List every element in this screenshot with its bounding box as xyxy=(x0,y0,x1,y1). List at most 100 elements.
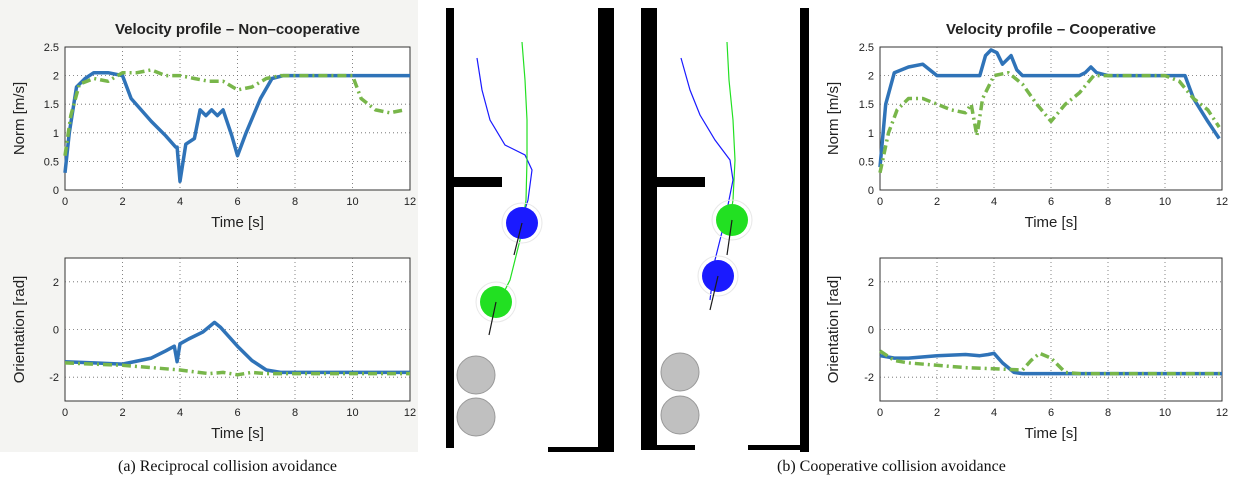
scene-b-right-wall xyxy=(800,8,809,452)
x-tick-label: 4 xyxy=(991,196,997,208)
plot-area xyxy=(879,46,1223,191)
series-line-solid xyxy=(878,48,1221,168)
scene-b-left-wall xyxy=(641,8,657,450)
x-tick-label: 2 xyxy=(934,407,940,419)
robot-heading-line xyxy=(488,301,497,336)
y-tick-label: -2 xyxy=(49,372,59,384)
x-tick-label: 2 xyxy=(934,196,940,208)
y-tick-label: 1.5 xyxy=(44,99,59,111)
x-axis-label: Time [s] xyxy=(211,214,264,231)
x-tick-label: 8 xyxy=(292,196,298,208)
x-axis-label: Time [s] xyxy=(1025,214,1078,231)
x-tick-label: 10 xyxy=(346,407,358,419)
series-line-solid xyxy=(879,351,1222,376)
y-tick-label: 1 xyxy=(53,128,59,140)
y-axis-label: Norm [m/s] xyxy=(825,82,842,155)
x-tick-label: 8 xyxy=(1105,407,1111,419)
x-tick-label: 2 xyxy=(119,196,125,208)
y-axis-label: Orientation [rad] xyxy=(11,276,28,384)
scenes-layer xyxy=(456,41,753,437)
caption-b: (b) Cooperative collision avoidance xyxy=(777,458,1006,475)
robot-heading-line xyxy=(513,222,523,256)
series-line-dashdot xyxy=(64,361,410,377)
series-line-dashdot xyxy=(63,68,405,156)
robot-trajectory xyxy=(726,41,736,221)
chart-title: Velocity profile – Cooperative xyxy=(946,21,1156,38)
robot-halo xyxy=(697,255,739,297)
x-axis-label: Time [s] xyxy=(1025,425,1078,442)
y-tick-label: 2.5 xyxy=(44,42,59,54)
robot-halo xyxy=(501,202,543,244)
x-tick-label: 0 xyxy=(62,407,68,419)
scene-a-ledge xyxy=(446,177,502,187)
y-axis-label: Norm [m/s] xyxy=(11,82,28,155)
y-axis-label: Orientation [rad] xyxy=(825,276,842,384)
y-tick-label: 2 xyxy=(868,277,874,289)
scene-a-right-wall xyxy=(598,8,614,450)
chart-left-velocity: 0 2 4 6 8 10 12 0 0.5 1 1.5 2 2.5 Velocity profile – … xyxy=(11,21,416,231)
robot-heading-line xyxy=(709,275,719,311)
chart-left-orientation: 0 2 4 6 8 10 12 -2 0 2 Time [s] Orientation [rad] xyxy=(11,257,416,442)
obstacle-disc xyxy=(660,352,700,392)
scene-a-walls xyxy=(446,8,614,452)
x-tick-label: 0 xyxy=(877,196,883,208)
x-tick-label: 6 xyxy=(1048,196,1054,208)
x-tick-label: 4 xyxy=(991,407,997,419)
obstacle-disc xyxy=(456,397,496,437)
x-tick-label: 0 xyxy=(877,407,883,419)
scene-b-bottom-wall-left xyxy=(641,445,695,450)
robot-trajectory xyxy=(476,57,533,226)
chart-title: Velocity profile – Non–cooperative xyxy=(115,21,360,38)
x-tick-label: 4 xyxy=(177,196,183,208)
scene-a-left-wall xyxy=(446,8,454,448)
scene-b-ledge xyxy=(641,177,705,187)
obstacle-disc xyxy=(660,395,700,435)
x-tick-label: 8 xyxy=(1105,196,1111,208)
robot-trajectory xyxy=(680,57,734,301)
y-tick-label: 2 xyxy=(53,71,59,83)
x-tick-label: 4 xyxy=(177,407,183,419)
scene-b-walls xyxy=(641,8,809,452)
x-tick-label: 10 xyxy=(1159,196,1171,208)
series-line-dashdot xyxy=(879,349,1222,376)
y-tick-label: 0 xyxy=(868,185,874,197)
robot-halo xyxy=(711,199,753,241)
chart-right-orientation: 0 2 4 6 8 10 12 -2 0 2 Time [s] Orientation [rad] xyxy=(825,257,1228,442)
y-tick-label: 0 xyxy=(53,325,59,337)
x-tick-label: 0 xyxy=(62,196,68,208)
scene-b xyxy=(660,41,753,435)
y-tick-label: 2 xyxy=(868,71,874,83)
x-tick-label: 12 xyxy=(404,407,416,419)
x-tick-label: 8 xyxy=(292,407,298,419)
y-tick-label: 1 xyxy=(868,128,874,140)
robot-heading-line xyxy=(726,219,733,256)
x-tick-label: 12 xyxy=(404,196,416,208)
chart-right-velocity: 0 2 4 6 8 10 12 0 0.5 1 1.5 2 2.5 Velocity profile – … xyxy=(825,21,1228,231)
x-tick-label: 6 xyxy=(234,407,240,419)
x-tick-label: 6 xyxy=(1048,407,1054,419)
x-tick-label: 10 xyxy=(1159,407,1171,419)
series-line-solid xyxy=(63,70,410,184)
x-tick-label: 6 xyxy=(234,196,240,208)
x-tick-label: 12 xyxy=(1216,196,1228,208)
robot-halo xyxy=(475,281,517,323)
x-axis-label: Time [s] xyxy=(211,425,264,442)
x-tick-label: 12 xyxy=(1216,407,1228,419)
scene-b-bottom-wall-right xyxy=(748,445,809,450)
x-tick-label: 10 xyxy=(346,196,358,208)
scene-a-bottom-wall-right xyxy=(548,447,614,452)
y-tick-label: 0.5 xyxy=(859,156,874,168)
y-tick-label: 2.5 xyxy=(859,42,874,54)
y-tick-label: 1.5 xyxy=(859,99,874,111)
y-tick-label: 0 xyxy=(868,325,874,337)
obstacle-disc xyxy=(456,355,496,395)
y-tick-label: -2 xyxy=(864,372,874,384)
plot-area xyxy=(879,257,1223,402)
plot-area xyxy=(64,46,411,191)
scene-a xyxy=(456,41,543,437)
y-tick-label: 2 xyxy=(53,277,59,289)
series-line-dashdot xyxy=(878,70,1221,174)
caption-a: (a) Reciprocal collision avoidance xyxy=(118,458,338,475)
